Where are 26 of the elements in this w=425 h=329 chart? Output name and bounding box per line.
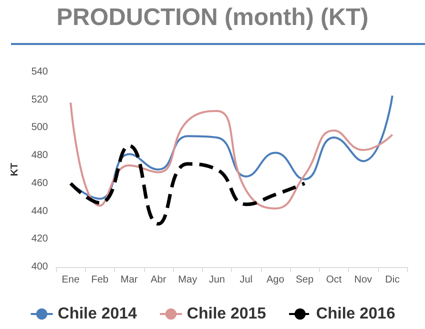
chart-title: PRODUCTION (month) (KT) [56, 4, 370, 32]
x-tick-label: Oct [326, 274, 342, 286]
y-tick-label: 420 [31, 234, 48, 245]
x-tick-label: Feb [91, 274, 109, 286]
x-tick-label: Jun [208, 274, 225, 286]
legend-label: Chile 2016 [316, 306, 396, 322]
y-tick-label: 500 [31, 122, 48, 134]
line-series [68, 144, 306, 226]
legend-label: Chile 2014 [58, 306, 138, 322]
y-tick-label: 480 [31, 150, 48, 162]
y-tick-label: 460 [31, 178, 48, 189]
x-tick-label: Sep [296, 274, 314, 286]
x-tick-label: Ene [62, 274, 80, 286]
x-tick-label: Abr [150, 274, 167, 286]
y-tick-label: 520 [31, 94, 48, 106]
x-tick-label: Mar [120, 274, 138, 286]
legend-label: Chile 2015 [186, 306, 266, 322]
y-tick-label: 400 [31, 262, 48, 272]
y-axis-title: KT [10, 162, 20, 176]
y-tick-label: 440 [31, 206, 48, 217]
x-tick-label: Jul [240, 274, 253, 286]
x-tick-label: May [178, 274, 198, 286]
y-tick-label: 540 [31, 66, 48, 78]
x-tick-label: Ago [266, 274, 285, 286]
x-tick-label: Nov [354, 274, 372, 286]
x-tick-label: Dic [385, 274, 400, 286]
